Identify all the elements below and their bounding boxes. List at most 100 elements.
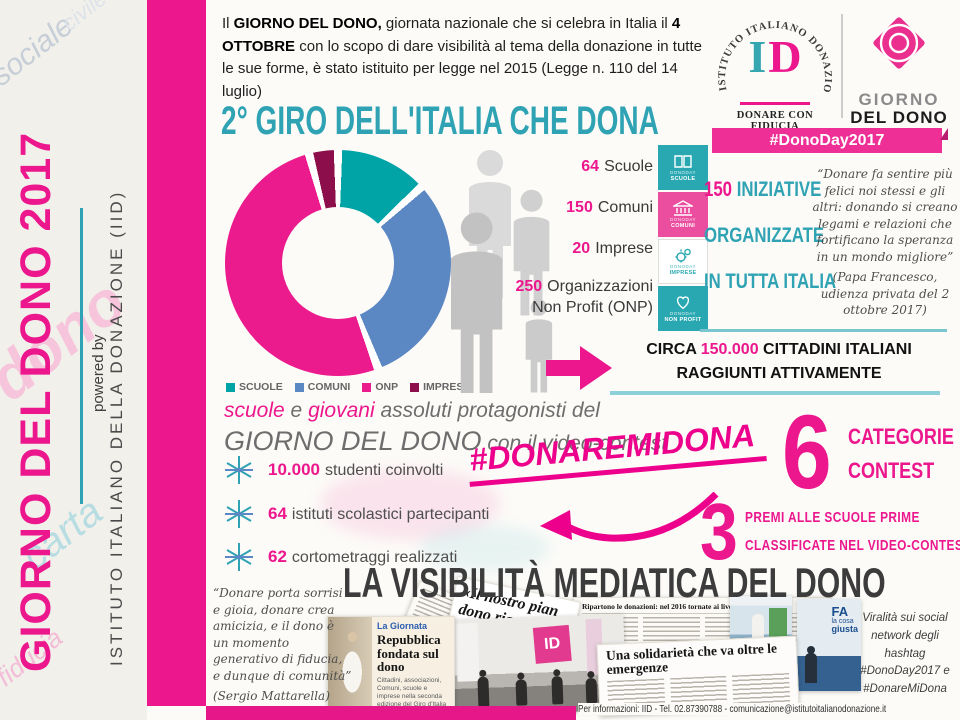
quote-text: “Donare porta sorrisi e gioia, donare cr… [213, 586, 352, 683]
teal-rule-bottom [610, 391, 940, 395]
prizes-line2: CLASSIFICATE NEL VIDEO-CONTEST [745, 538, 960, 554]
heart-icon [676, 296, 690, 310]
footer-pink-strip [206, 706, 576, 720]
badge-scuole: DONODAY SCUOLE [658, 145, 708, 190]
protagonists-highlight: giovani [308, 399, 375, 422]
badge-program: DONODAY [670, 264, 696, 269]
pink-vertical-bar [147, 0, 206, 706]
sidebar-divider-line [80, 208, 83, 504]
iid-monogram-d: D [768, 31, 802, 82]
clipping-rule [582, 613, 822, 614]
clipping-headline: Repubblica fondata sul dono [377, 632, 441, 675]
legend-swatch [226, 382, 235, 392]
stage-figure [477, 676, 490, 708]
donut-chart [225, 150, 451, 376]
categories-line1: CATEGORIE [848, 424, 954, 449]
stat-label: cortometraggi realizzati [291, 549, 458, 566]
legend-label: COMUNI [307, 381, 351, 393]
prizes-number: 3 [700, 487, 738, 576]
intro-bold: 4 OTTOBRE [222, 15, 681, 55]
badge-program: DONODAY [670, 169, 696, 175]
stat-label: istituti scolastici partecipanti [291, 506, 490, 523]
sidebar-background: sociale civile dono carta fiducia [0, 0, 147, 720]
stat-label: Scuole [604, 158, 653, 175]
stat-value: 20 [572, 240, 591, 257]
stat-value: 62 [268, 547, 287, 566]
footer-contact-info: Per informazioni: IID - Tel. 02.87390788… [578, 703, 887, 715]
stat-value: 10.000 [268, 460, 320, 479]
people-silhouettes [450, 150, 553, 393]
section-title-giro: 2° GIRO DELL'ITALIA CHE DONA [221, 99, 659, 143]
stat-label: Organizzazioni [547, 278, 653, 295]
legend-label: ONP [375, 381, 399, 393]
pope-photo [328, 617, 372, 717]
badge-program: DONODAY [670, 311, 696, 316]
iid-arc-text: ISTITUTO ITALIANO DONAZIONE [712, 10, 832, 94]
initiatives-text: INIZIATIVE [732, 178, 822, 201]
clipping-kicker: La Giornata [377, 621, 428, 631]
clipping-headline: Una solidarietà che va oltre le emergenz… [605, 640, 778, 678]
tv-figure [805, 646, 817, 683]
contest-stat-cortometraggi: 62 cortometraggi realizzati [224, 542, 457, 572]
stat-value: 64 [581, 158, 600, 175]
legend-item: SCUOLE [226, 381, 283, 393]
categories-line2: CONTEST [848, 458, 935, 483]
tv-title-line: FA [831, 604, 849, 619]
tv-graphic [769, 608, 787, 638]
giorno-del-dono-logo: GIORNO DEL DONO [847, 12, 951, 130]
citizens-text: CITTADINI ITALIANI RAGGIUNTI ATTIVAMENTE [676, 341, 912, 382]
asterisk-icon [225, 500, 253, 528]
clipping-tv-fa-la-cosa-giusta: FA la cosa giusta [797, 599, 861, 691]
clipping-headline: Ripartono le donazioni: nel 2016 tornate… [582, 602, 767, 611]
legend-item: IMPRESE [410, 381, 470, 393]
iid-monogram: ID [712, 34, 838, 80]
stat-label: Comuni [597, 199, 653, 216]
quote-text: “Donare fa sentire più felici noi stessi… [812, 167, 958, 264]
chart-legend: SCUOLE COMUNI ONP IMPRESE [226, 381, 470, 393]
tv-title: FA la cosa giusta [831, 605, 858, 634]
stat-scuole: 64 Scuole [443, 158, 653, 176]
stat-imprese: 20 Imprese [443, 240, 653, 258]
poster-title-vertical: GIORNO DEL DONO 2017 [12, 131, 60, 672]
intro-text: con lo scopo di dare visibilità al tema … [222, 37, 702, 100]
badge-label: NON PROFIT [664, 317, 702, 323]
initiatives-text: ORGANIZZATE [704, 224, 825, 247]
asterisk-icon [225, 543, 253, 571]
stage-figure [551, 676, 564, 705]
badge-label: SCUOLE [670, 175, 696, 182]
initiatives-number: 150 [704, 178, 733, 201]
donoday-badges: DONODAY SCUOLE DONODAY COMUNI DONODAY IM… [658, 145, 708, 333]
citizens-text: CIRCA [646, 341, 701, 358]
teal-rule-top [700, 329, 947, 332]
pope-quote: “Donare fa sentire più felici noi stessi… [810, 166, 960, 319]
initiatives-text: IN TUTTA ITALIA [704, 270, 837, 293]
badge-program: DONODAY [670, 217, 696, 222]
intro-paragraph: Il GIORNO DEL DONO, giornata nazionale c… [222, 13, 706, 103]
legend-item: COMUNI [294, 381, 351, 393]
iid-logo: ISTITUTO ITALIANO DONAZIONE ID DONARE CO… [712, 10, 838, 132]
iid-monogram-i: I [748, 31, 767, 82]
gdd-logo-line2: DEL DONO [850, 108, 948, 127]
gears-icon [675, 248, 691, 263]
logo-divider [841, 14, 843, 118]
tv-title-line: la cosa [831, 618, 854, 625]
protagonists-big-text: GIORNO DEL DONO [224, 426, 482, 456]
right-arrow-icon [546, 346, 612, 390]
protagonists-text: con il video-contest [481, 432, 668, 455]
book-icon [674, 154, 692, 168]
contest-stat-istituti: 64 istituti scolastici partecipanti [224, 499, 489, 529]
bank-icon [673, 200, 693, 216]
stat-label: Imprese [595, 240, 653, 257]
stage-figure [515, 679, 528, 706]
initiatives-block: 150 INIZIATIVE ORGANIZZATE IN TUTTA ITAL… [704, 178, 837, 316]
quote-attribution: (Papa Francesco, udienza privata del 2 o… [820, 270, 950, 318]
legend-swatch [362, 382, 372, 392]
intro-text: giornata nazionale che si celebra in Ita… [381, 15, 672, 32]
donoday-ribbon: #DonoDay2017 [712, 128, 948, 153]
watermark-word: civile [57, 0, 112, 36]
protagonists-text: e [284, 399, 309, 422]
stat-label-line2: Non Profit (ONP) [532, 299, 653, 316]
media-section-title: LA VISIBILITÀ MEDIATICA DEL DONO [343, 559, 886, 606]
stat-label: studenti coinvolti [325, 462, 444, 479]
stat-onp: 250 Organizzazioni Non Profit (ONP) [443, 278, 653, 317]
